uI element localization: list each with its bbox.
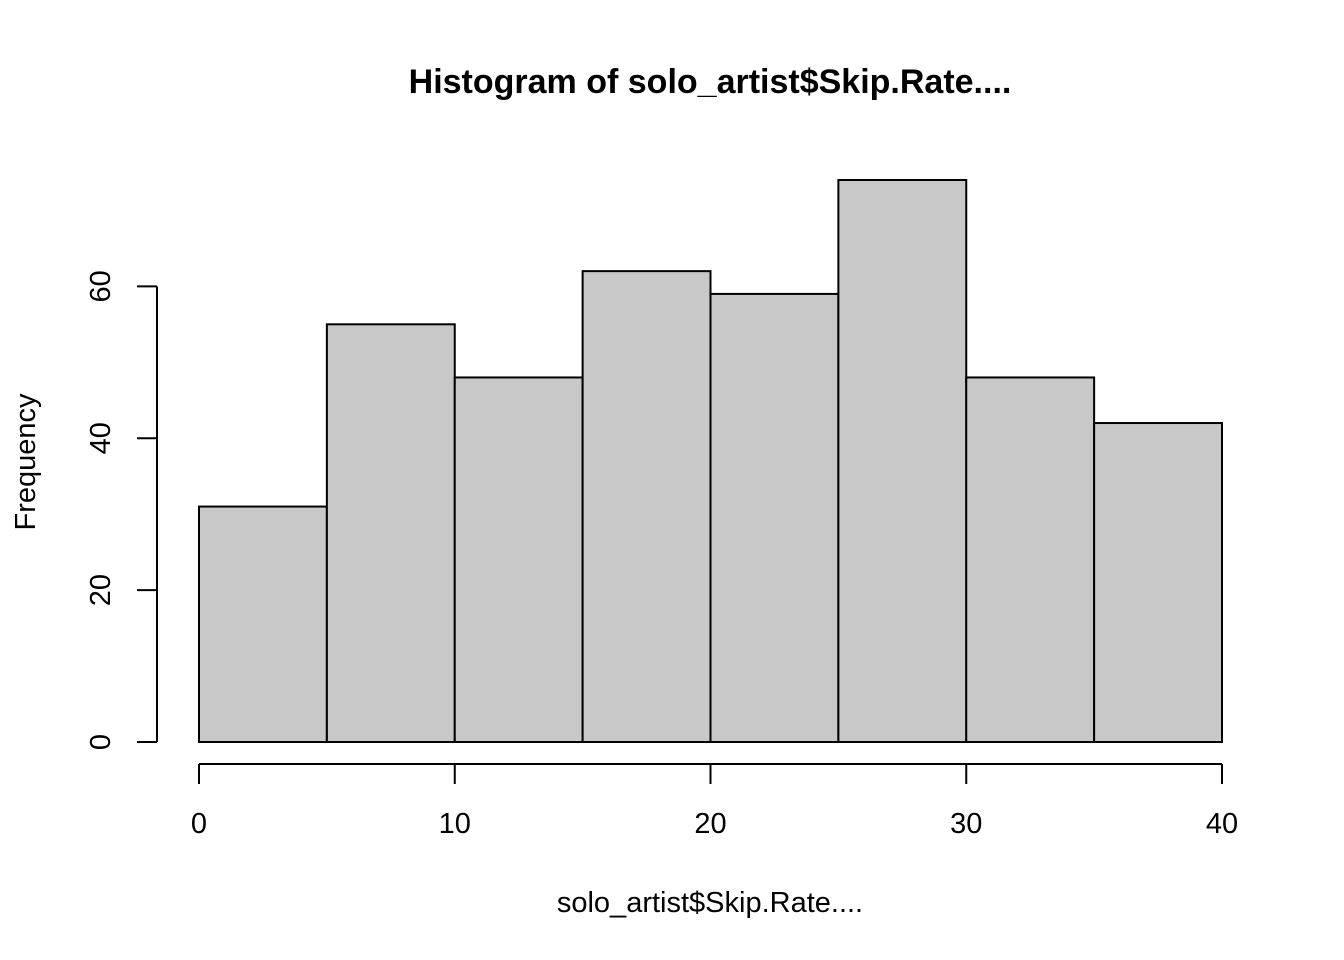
x-tick-label-0: 0 (191, 808, 207, 840)
histogram-bar-1 (325, 323, 456, 743)
x-axis: 0 10 20 30 40 (191, 763, 1238, 840)
x-tick-label-1: 10 (439, 808, 471, 840)
x-axis-label: solo_artist$Skip.Rate.... (557, 887, 863, 919)
y-tick-label-1: 20 (85, 574, 117, 606)
histogram-bar-3 (581, 270, 712, 743)
y-axis: 0 20 40 60 (85, 270, 158, 750)
y-tick-label-3: 60 (85, 270, 117, 302)
histogram-bar-6 (965, 376, 1096, 743)
histogram-bar-0 (198, 505, 328, 743)
histogram-bar-5 (837, 179, 968, 743)
bars-group (198, 179, 1223, 743)
x-tick-label-2: 20 (694, 808, 726, 840)
y-tick-label-0: 0 (85, 734, 117, 750)
y-tick-label-2: 40 (85, 422, 117, 454)
chart-title: Histogram of solo_artist$Skip.Rate.... (409, 63, 1012, 101)
histogram-bar-2 (453, 376, 584, 743)
y-axis-label: Frequency (10, 393, 42, 531)
x-tick-label-3: 30 (950, 808, 982, 840)
histogram-bar-4 (709, 292, 840, 743)
x-tick-label-4: 40 (1206, 808, 1238, 840)
histogram-bar-7 (1093, 422, 1223, 743)
